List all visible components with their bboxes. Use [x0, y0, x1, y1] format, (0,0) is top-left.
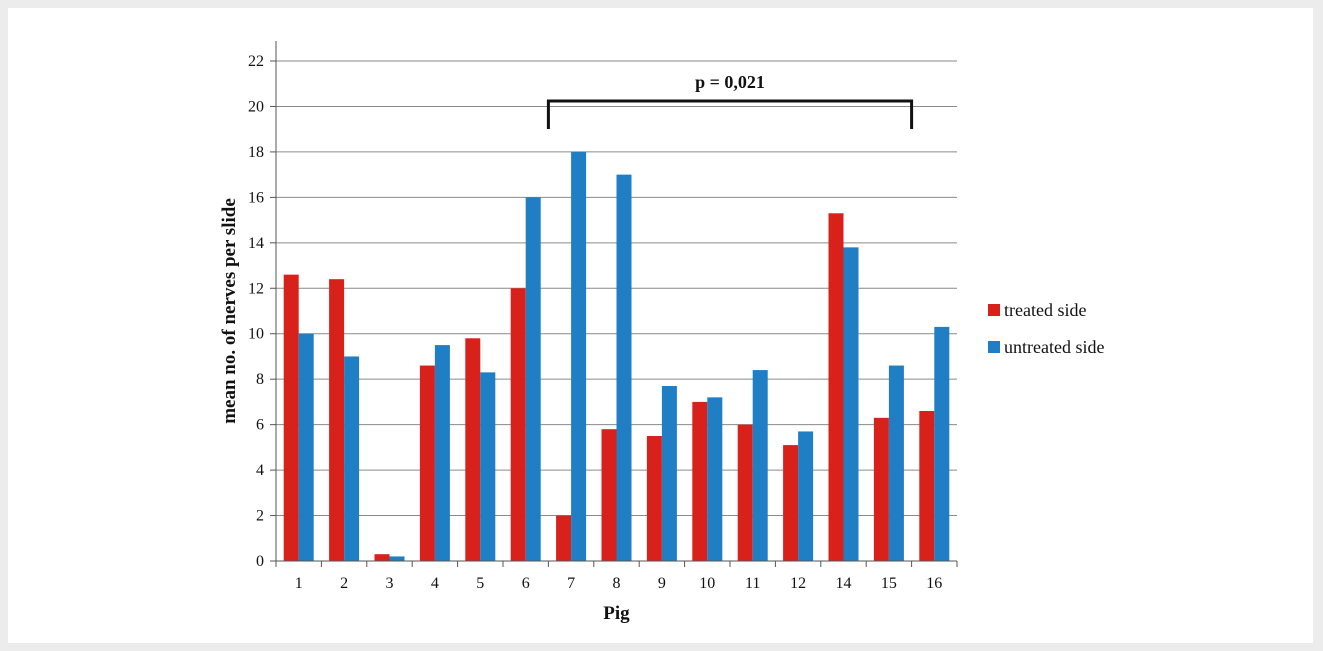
x-tick-label: 9	[658, 575, 666, 592]
x-tick-label: 15	[881, 575, 897, 592]
y-tick-labels: 0 2 4 6 8 10 12 14 16 18 20 22	[248, 53, 264, 570]
y-tick-label: 16	[248, 189, 264, 206]
x-tick-label: 12	[790, 575, 806, 592]
y-tick-label: 22	[248, 53, 264, 70]
y-axis-title: mean no. of nerves per slide	[219, 198, 240, 424]
x-tick-label: 1	[295, 575, 303, 592]
y-tick-label: 0	[256, 553, 264, 570]
bar-treated	[283, 274, 299, 561]
bar-treated	[828, 213, 844, 562]
y-tick-label: 12	[248, 280, 264, 297]
bar-untreated	[843, 247, 859, 561]
bar-treated	[419, 365, 435, 561]
bar-treated	[329, 279, 345, 561]
bar-untreated	[480, 372, 496, 561]
legend-swatch	[988, 341, 1000, 353]
bar-treated	[919, 411, 935, 561]
bar-untreated	[888, 365, 904, 561]
x-tick-label: 7	[567, 575, 575, 592]
x-tick-label: 4	[431, 575, 439, 592]
bar-untreated	[389, 556, 405, 561]
y-tick-label: 2	[256, 508, 264, 525]
x-tick-label: 8	[613, 575, 621, 592]
bar-untreated	[798, 431, 814, 561]
x-tick-label: 3	[386, 575, 394, 592]
legend-label: untreated side	[1004, 337, 1104, 357]
bar-untreated	[571, 151, 587, 561]
bars	[283, 151, 950, 562]
bar-untreated	[934, 326, 950, 561]
bar-treated	[510, 288, 526, 561]
bar-untreated	[661, 386, 677, 561]
legend-swatch	[988, 304, 1000, 316]
y-tick-label: 8	[256, 371, 264, 388]
bar-treated	[374, 554, 390, 561]
chart-panel: 0 2 4 6 8 10 12 14 16 18 20 22 1 2 3 4 5 6 7 8 9 10 11 12 14 15 1…	[8, 8, 1313, 643]
p-value-label: p = 0,021	[695, 72, 765, 92]
bar-treated	[692, 401, 708, 561]
x-tick-label: 14	[836, 575, 852, 592]
x-tick-label: 6	[522, 575, 530, 592]
bar-untreated	[525, 197, 541, 561]
x-tick-labels: 1 2 3 4 5 6 7 8 9 10 11 12 14 15 16	[295, 575, 943, 592]
y-tick-label: 20	[248, 98, 264, 115]
x-axis-title: Pig	[603, 603, 630, 624]
y-tick-label: 10	[248, 326, 264, 343]
bar-treated	[873, 417, 889, 561]
x-tick-label: 5	[476, 575, 484, 592]
y-tick-label: 4	[256, 462, 264, 479]
y-tick-label: 18	[248, 144, 264, 161]
legend: treated side untreated side	[988, 300, 1104, 357]
bar-treated	[601, 429, 617, 561]
axes	[275, 41, 958, 567]
bar-treated	[737, 424, 753, 561]
legend-label: treated side	[1004, 300, 1086, 320]
bar-untreated	[707, 397, 723, 561]
significance-annotation: p = 0,021	[546, 72, 914, 129]
bar-untreated	[434, 345, 450, 561]
bar-treated	[465, 338, 481, 561]
x-tick-label: 11	[745, 575, 760, 592]
y-tick-label: 14	[248, 235, 264, 252]
bar-treated	[783, 445, 799, 561]
bar-untreated	[298, 333, 314, 561]
x-tick-label: 10	[699, 575, 715, 592]
bar-treated	[556, 515, 572, 561]
significance-bracket	[546, 99, 914, 129]
x-tick-label: 16	[926, 575, 942, 592]
bar-untreated	[616, 174, 632, 562]
bar-untreated	[344, 356, 360, 561]
bar-untreated	[752, 370, 768, 561]
y-tick-label: 6	[256, 417, 264, 434]
x-tick-label: 2	[340, 575, 348, 592]
bar-treated	[646, 436, 662, 561]
